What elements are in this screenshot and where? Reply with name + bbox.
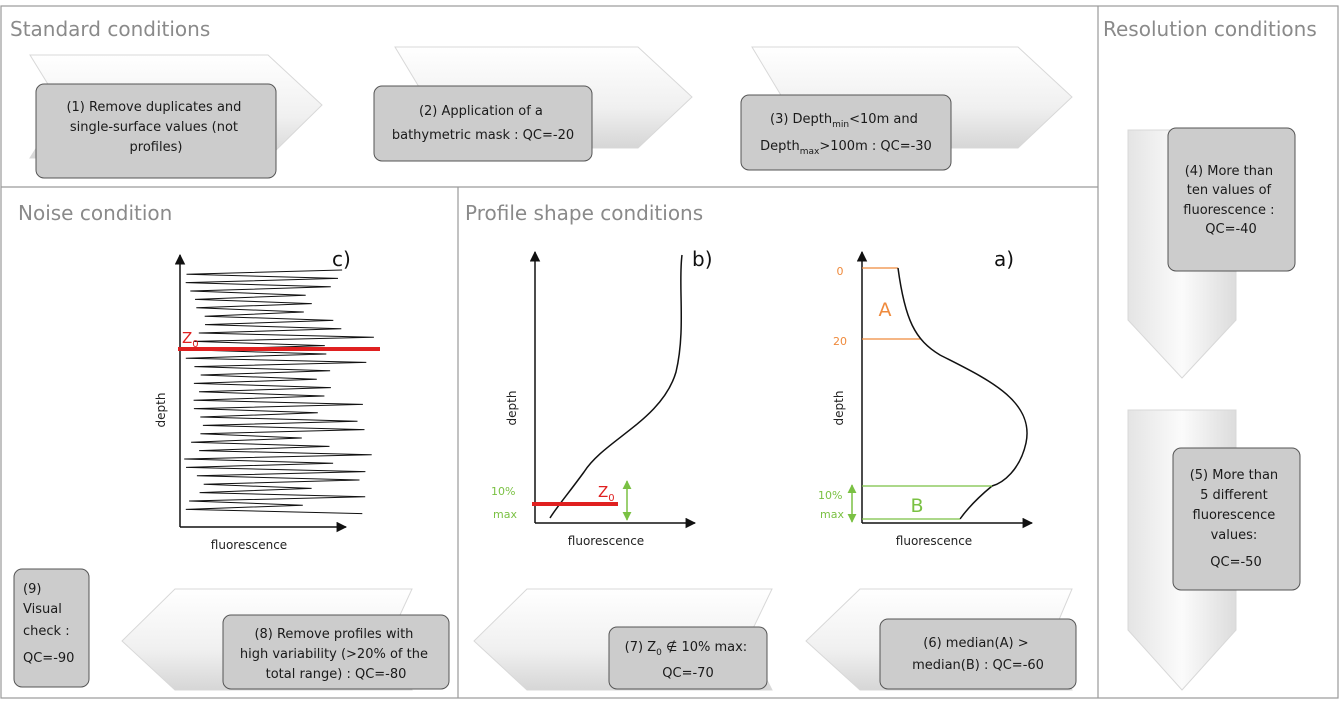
- step-9-text: (9) Visual check : QC=-90: [23, 582, 74, 666]
- step-9-box: [13, 568, 90, 688]
- plot-c-panel-label: c): [332, 247, 351, 271]
- plot-a-region-a: A: [879, 299, 892, 321]
- step-5-text: (5) More than 5 different fluorescence v…: [1190, 468, 1283, 570]
- resolution-conditions-title: Resolution conditions: [1103, 17, 1317, 41]
- step-1: (1) Remove duplicates and single-surface…: [29, 54, 323, 179]
- plot-b-z0-label: Z0: [598, 483, 615, 504]
- plot-a-profile-curve: [897, 267, 1028, 520]
- step-6-box: [879, 618, 1077, 690]
- step-2: (2) Application of a bathymetric mask : …: [373, 46, 693, 162]
- step-5: (5) More than 5 different fluorescence v…: [1127, 409, 1301, 691]
- step-8-box: [222, 614, 450, 690]
- plot-b-xlabel: fluorescence: [568, 534, 644, 548]
- step-5-box: [1172, 447, 1301, 591]
- step-4-box: [1167, 127, 1296, 272]
- plot-a-panel-label: a): [994, 247, 1014, 271]
- step-3-text: (3) Depthmin<10m and Depthmax>100m : QC=…: [760, 112, 932, 157]
- standard-conditions-title: Standard conditions: [10, 17, 210, 41]
- plot-a-tick-20: 20: [833, 335, 847, 348]
- plot-a-ylabel: depth: [832, 391, 846, 426]
- plot-a-tick-0: 0: [837, 265, 844, 278]
- profile-shape-title: Profile shape conditions: [465, 201, 703, 225]
- plot-a-region-b: B: [910, 495, 923, 517]
- step-3: (3) Depthmin<10m and Depthmax>100m : QC=…: [740, 46, 1073, 171]
- plot-c-ylabel: depth: [154, 393, 168, 428]
- section-borders: [0, 5, 1339, 699]
- plot-b-profile-curve: [549, 254, 683, 519]
- step-2-box: [373, 85, 593, 162]
- plot-b-ylabel: depth: [505, 391, 519, 426]
- step-8: (8) Remove profiles with high variabilit…: [121, 588, 450, 691]
- step-4-text: (4) More than ten values of fluorescence…: [1183, 164, 1278, 237]
- plot-b-pct-label: 10% max: [491, 485, 519, 521]
- noise-condition-title: Noise condition: [18, 201, 172, 225]
- plot-c: Z0 c) fluorescence depth: [154, 247, 380, 552]
- plot-b-panel-label: b): [692, 247, 713, 271]
- plot-a: 0 20 A B 10% max a) fluorescence depth: [818, 247, 1034, 548]
- plot-a-xlabel: fluorescence: [896, 534, 972, 548]
- step-8-text: (8) Remove profiles with high variabilit…: [240, 627, 432, 682]
- plot-c-xlabel: fluorescence: [211, 538, 287, 552]
- plot-c-noisy-profile: [184, 269, 374, 515]
- step-6-text: (6) median(A) > median(B) : QC=-60: [912, 636, 1044, 673]
- step-4: (4) More than ten values of fluorescence…: [1127, 127, 1296, 379]
- step-2-text: (2) Application of a bathymetric mask : …: [392, 104, 574, 143]
- plot-c-z0-label: Z0: [182, 329, 199, 350]
- step-1-text: (1) Remove duplicates and single-surface…: [66, 100, 245, 155]
- step-9: (9) Visual check : QC=-90: [13, 568, 90, 688]
- step-3-box: [740, 94, 952, 171]
- step-7-text: (7) Z0 ∉ 10% max: QC=-70: [625, 640, 752, 681]
- plot-a-pct-label: 10% max: [818, 489, 846, 521]
- plot-b: Z0 10% max b) fluorescence depth: [491, 247, 712, 548]
- step-6: (6) median(A) > median(B) : QC=-60: [805, 588, 1077, 691]
- step-7: (7) Z0 ∉ 10% max: QC=-70: [473, 588, 773, 691]
- step-1-box: [35, 83, 277, 179]
- step-7-box: [608, 626, 768, 690]
